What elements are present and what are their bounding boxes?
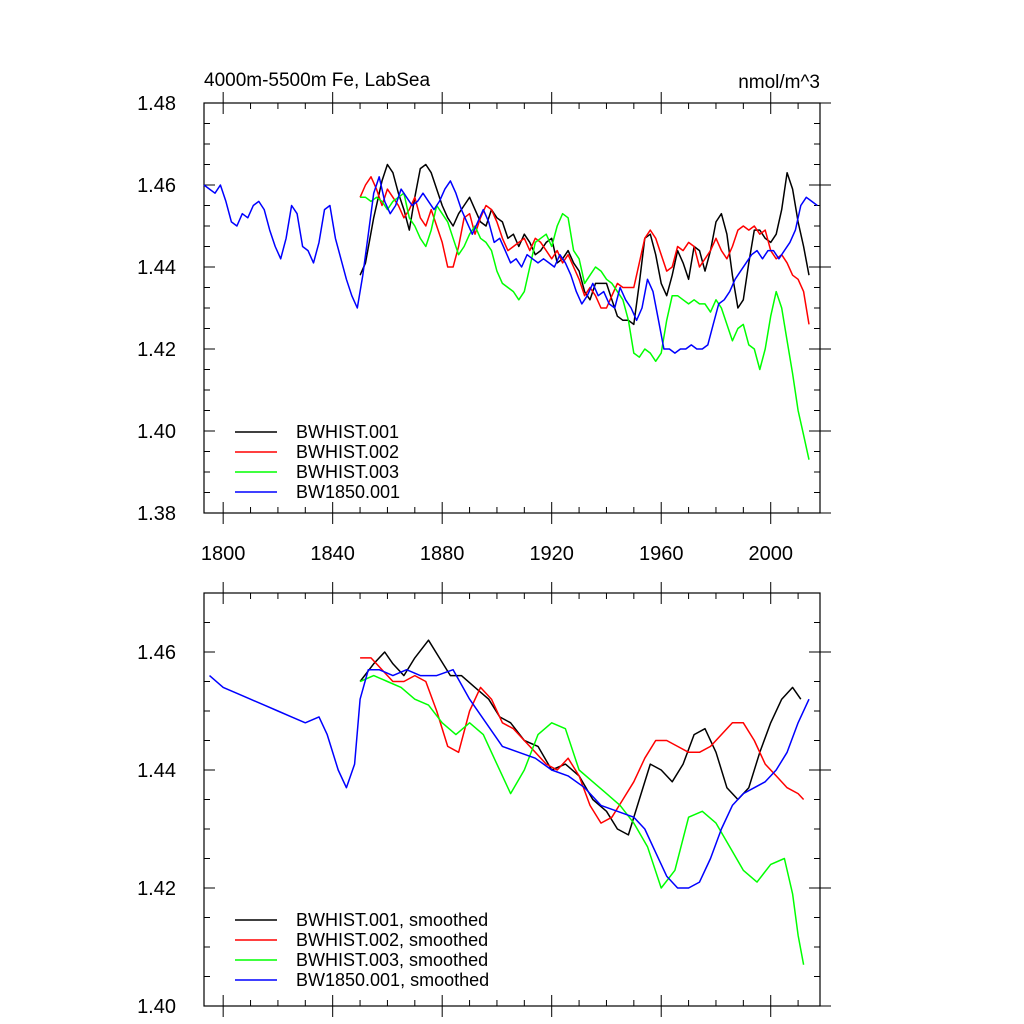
series-line — [203, 176, 818, 354]
series-group — [203, 163, 818, 460]
legend-label: BWHIST.003, smoothed — [296, 950, 488, 970]
legend-label: BWHIST.003 — [296, 462, 399, 482]
series-line — [359, 176, 810, 325]
y-tick-label: 1.44 — [137, 257, 176, 279]
y-tick-labels: 1.40 1.42 1.44 1.46 — [137, 642, 176, 1018]
y-tick-label: 1.46 — [137, 642, 176, 664]
series-line — [359, 639, 802, 836]
legend-label: BW1850.001, smoothed — [296, 970, 489, 990]
y-tick-label: 1.42 — [137, 339, 176, 361]
series-line — [209, 668, 810, 889]
series-line — [359, 674, 805, 965]
x-tick-label: 1840 — [310, 543, 355, 565]
series-group — [209, 639, 810, 965]
y-tick-label: 1.40 — [137, 996, 176, 1018]
series-line — [360, 657, 805, 824]
legend-label: BW1850.001 — [296, 482, 400, 502]
x-tick-labels: 1800 1840 1880 1920 1960 2000 — [201, 543, 793, 565]
legend-label: BWHIST.002, smoothed — [296, 930, 488, 950]
y-tick-label: 1.42 — [137, 878, 176, 900]
x-tick-label: 1920 — [529, 543, 574, 565]
legend-label: BWHIST.001, smoothed — [296, 910, 488, 930]
tick-marks — [204, 582, 831, 1017]
y-tick-label: 1.46 — [137, 175, 176, 197]
x-tick-label: 1800 — [201, 543, 246, 565]
series-line — [360, 192, 810, 460]
x-tick-label: 2000 — [748, 543, 793, 565]
top-panel: 4000m-5500m Fe, LabSea nmol/m^3 1.38 1.40… — [137, 70, 831, 565]
x-tick-label: 1960 — [639, 543, 684, 565]
legend-label: BWHIST.002 — [296, 442, 399, 462]
units-label: nmol/m^3 — [738, 72, 820, 93]
y-tick-label: 1.44 — [137, 760, 176, 782]
chart-title: 4000m-5500m Fe, LabSea — [204, 70, 430, 91]
y-tick-label: 1.40 — [137, 421, 176, 443]
tick-marks — [204, 92, 831, 524]
x-tick-label: 1880 — [420, 543, 465, 565]
bottom-panel: 1.401.421.441.46 BWHIST.001, smoothedBWH… — [137, 582, 831, 1018]
y-tick-label: 1.48 — [137, 93, 176, 115]
y-tick-label: 1.38 — [137, 503, 176, 525]
y-tick-labels: 1.38 1.40 1.42 1.44 1.46 1.48 — [137, 93, 176, 525]
legend-label: BWHIST.001 — [296, 422, 399, 442]
